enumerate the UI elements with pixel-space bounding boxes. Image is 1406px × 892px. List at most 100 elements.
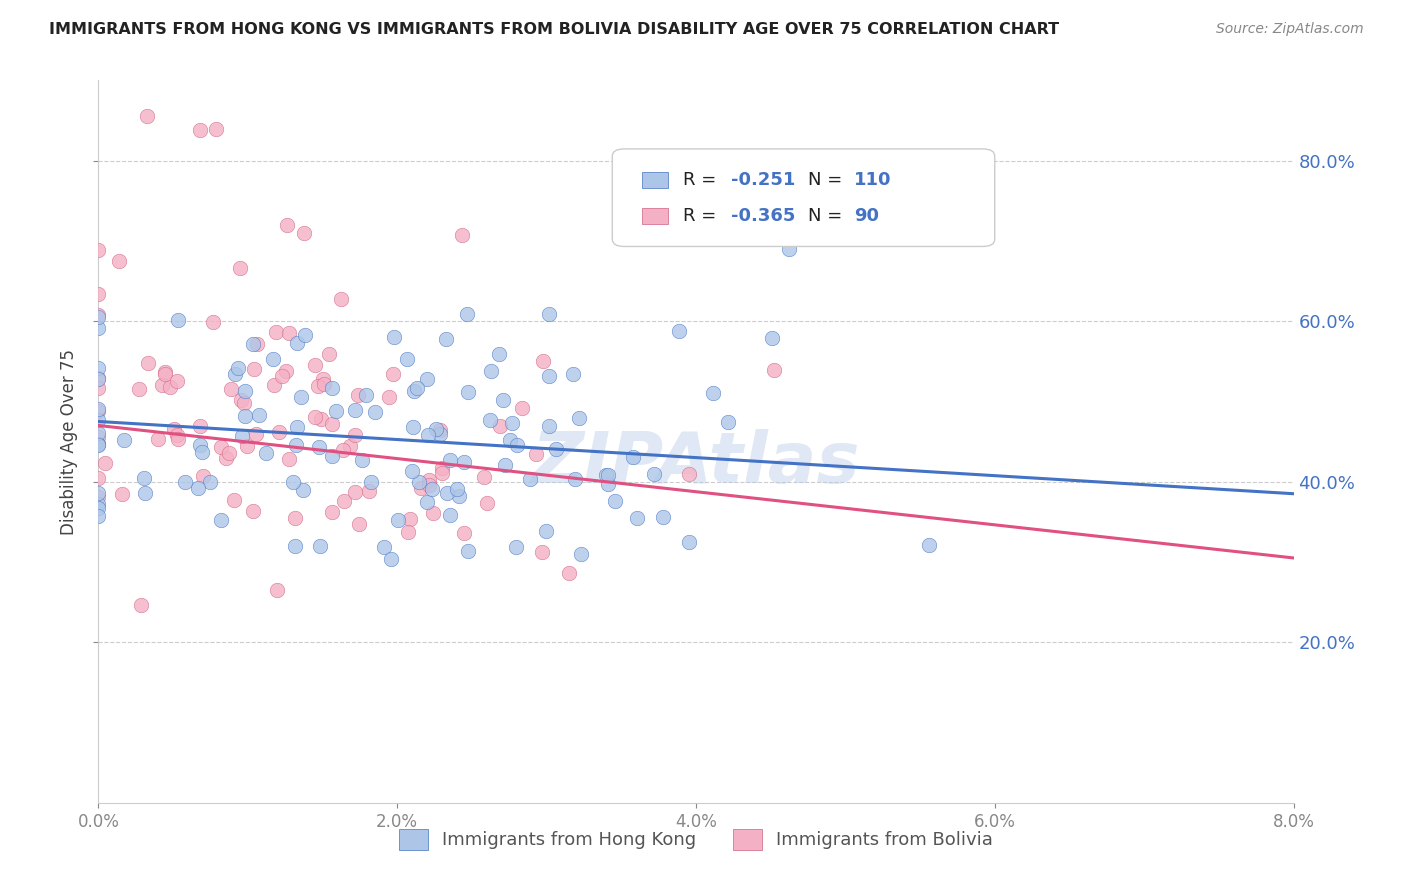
Point (87, 310, 110, 324)
Point (626, 511, 648, 525)
Point (229, 260, 252, 275)
Point (420, 482, 443, 496)
Point (278, 452, 301, 467)
Point (174, 475, 197, 489)
Point (87, 497, 110, 511)
Point (478, 413, 501, 427)
Point (245, 426, 267, 441)
Point (166, 428, 188, 442)
Point (308, 539, 330, 553)
Point (87, 360, 110, 375)
Text: R =: R = (683, 171, 721, 189)
Point (603, 494, 626, 508)
Point (453, 526, 475, 541)
Point (538, 369, 561, 384)
Point (534, 524, 557, 539)
Point (321, 417, 343, 431)
Point (201, 315, 224, 329)
Point (276, 218, 298, 232)
Point (87, 413, 110, 427)
Point (307, 379, 329, 393)
Point (243, 361, 266, 376)
Point (166, 432, 188, 446)
Point (134, 486, 156, 500)
Point (382, 367, 405, 381)
Point (87, 508, 110, 523)
Point (537, 307, 560, 321)
Text: 110: 110 (853, 171, 891, 189)
Point (254, 446, 277, 460)
Point (87, 309, 110, 323)
Point (918, 538, 941, 552)
Point (87, 402, 110, 417)
Point (304, 409, 326, 424)
Point (292, 483, 315, 497)
Point (215, 451, 238, 466)
Point (321, 450, 343, 464)
Point (153, 368, 176, 382)
Text: IMMIGRANTS FROM HONG KONG VS IMMIGRANTS FROM BOLIVIA DISABILITY AGE OVER 75 CORR: IMMIGRANTS FROM HONG KONG VS IMMIGRANTS … (49, 22, 1059, 37)
Point (678, 467, 700, 482)
Point (432, 461, 454, 475)
Point (218, 446, 240, 460)
Point (475, 496, 498, 510)
Point (408, 475, 430, 489)
Point (198, 475, 221, 490)
Point (402, 420, 425, 434)
Point (87, 403, 110, 417)
Point (492, 392, 515, 407)
Point (761, 331, 783, 345)
Point (284, 540, 307, 554)
Point (472, 470, 495, 484)
Point (488, 347, 510, 361)
Text: N =: N = (808, 171, 848, 189)
Point (311, 412, 333, 426)
Point (526, 447, 548, 461)
Point (150, 377, 173, 392)
Point (347, 517, 370, 532)
Point (418, 477, 440, 491)
Point (621, 450, 644, 465)
Point (344, 428, 367, 442)
Point (763, 363, 786, 377)
Point (292, 227, 315, 241)
Point (87, 437, 110, 451)
Point (568, 411, 591, 425)
Point (318, 346, 340, 360)
Point (204, 121, 226, 136)
Point (112, 433, 135, 447)
Point (87, 244, 110, 258)
Point (489, 418, 512, 433)
Point (595, 468, 617, 483)
Point (135, 109, 157, 123)
Point (153, 365, 176, 379)
Point (363, 405, 385, 419)
FancyBboxPatch shape (613, 149, 995, 246)
Legend: Immigrants from Hong Kong, Immigrants from Bolivia: Immigrants from Hong Kong, Immigrants fr… (389, 820, 1002, 859)
Point (354, 388, 377, 402)
Point (87, 437, 110, 451)
Point (188, 419, 211, 434)
Point (163, 422, 186, 436)
Point (557, 566, 579, 581)
Point (505, 438, 527, 452)
Point (294, 328, 316, 343)
Point (87, 371, 110, 385)
Point (510, 401, 533, 415)
Point (277, 326, 299, 341)
Point (87, 490, 110, 504)
Point (456, 307, 478, 321)
Point (284, 438, 307, 452)
Point (447, 489, 470, 503)
Point (262, 351, 284, 366)
FancyBboxPatch shape (643, 208, 668, 224)
Point (546, 442, 568, 456)
Point (505, 541, 527, 555)
Point (224, 368, 246, 382)
Point (439, 508, 461, 522)
Point (439, 453, 461, 467)
Point (87, 372, 110, 386)
Point (373, 540, 395, 554)
Point (87, 470, 110, 484)
Point (285, 336, 308, 351)
